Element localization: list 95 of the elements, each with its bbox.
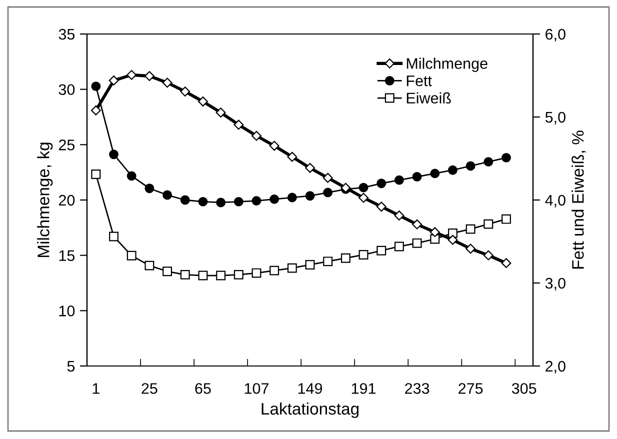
point (91, 170, 101, 179)
y2-tick-label: 5,0 (545, 112, 566, 124)
point (270, 194, 280, 204)
point (162, 266, 172, 276)
x-tick-label: 25 (142, 383, 158, 394)
point (287, 152, 298, 162)
x-tick-label: 149 (298, 383, 322, 394)
y-tick-label: 30 (58, 84, 75, 96)
point (180, 86, 190, 97)
point (376, 246, 386, 256)
y-tick-label: 25 (58, 140, 75, 150)
point (502, 152, 511, 162)
point (252, 268, 262, 278)
point (234, 120, 244, 130)
point (430, 227, 440, 238)
x-tick-label: 1 (92, 383, 100, 394)
point (144, 260, 154, 270)
point (305, 191, 315, 201)
point (448, 165, 458, 175)
y2-tick-label: 2,0 (546, 360, 566, 374)
point (287, 263, 297, 273)
point (109, 232, 118, 242)
point (216, 108, 226, 118)
y2-tick-label: 6,0 (546, 28, 566, 42)
point (502, 214, 511, 224)
point (430, 168, 440, 178)
point (412, 219, 422, 230)
x-tick-label: 191 (352, 383, 376, 394)
point (90, 105, 101, 116)
point (126, 171, 136, 181)
point (466, 224, 476, 234)
point (466, 244, 476, 254)
point (305, 260, 315, 270)
point (180, 270, 190, 280)
x-tick-label: 107 (244, 383, 268, 394)
point (287, 192, 297, 202)
point (198, 270, 208, 280)
point (144, 184, 154, 194)
point (412, 172, 422, 182)
point (358, 182, 368, 192)
y-tick-label: 10 (59, 306, 75, 316)
point (483, 250, 494, 260)
point (162, 78, 172, 88)
point (412, 238, 422, 248)
point (216, 270, 226, 280)
point (322, 172, 333, 183)
y2-tick-label: 3,0 (545, 278, 566, 290)
y-tick-label: 35 (58, 28, 75, 40)
point (91, 82, 101, 92)
point (484, 157, 494, 167)
point (252, 130, 262, 141)
point (358, 250, 368, 260)
point (180, 195, 190, 205)
point (162, 190, 172, 200)
point (126, 250, 136, 260)
y-axis-title: Milchmenge, kg (37, 142, 53, 257)
point (340, 253, 350, 263)
point (323, 256, 333, 266)
x-axis-title: Laktationstag (262, 402, 359, 418)
point (448, 234, 458, 245)
point (198, 96, 208, 106)
point (394, 210, 404, 220)
point (358, 192, 368, 203)
x-tick-label: 275 (458, 383, 483, 394)
point (144, 71, 154, 82)
x-tick-label: 305 (512, 383, 536, 394)
point (252, 196, 262, 206)
point (126, 70, 137, 80)
point (109, 150, 118, 160)
point (269, 140, 280, 151)
point (466, 161, 476, 171)
y-tick-label: 15 (59, 250, 75, 262)
y-tick-label: 5 (67, 361, 75, 372)
point (394, 175, 404, 185)
point (108, 76, 119, 86)
x-tick-label: 65 (195, 383, 211, 394)
point (484, 219, 494, 229)
point (216, 198, 226, 208)
legend-label: Milchmenge (406, 58, 488, 72)
point (376, 178, 386, 188)
point (198, 196, 208, 206)
point (234, 270, 244, 280)
x-tick-label: 233 (405, 383, 430, 394)
legend-label: Eiweiß (406, 92, 451, 104)
y2-axis-title: Fett und Eiweiß, % (572, 130, 586, 269)
y-tick-label: 20 (58, 194, 75, 206)
y2-tick-label: 4,0 (545, 194, 566, 208)
point (323, 188, 333, 198)
point (394, 242, 404, 252)
point (501, 258, 512, 268)
point (305, 162, 315, 173)
point (234, 196, 244, 206)
point (376, 202, 386, 212)
point (270, 266, 280, 276)
legend-label: Fett (406, 76, 432, 86)
